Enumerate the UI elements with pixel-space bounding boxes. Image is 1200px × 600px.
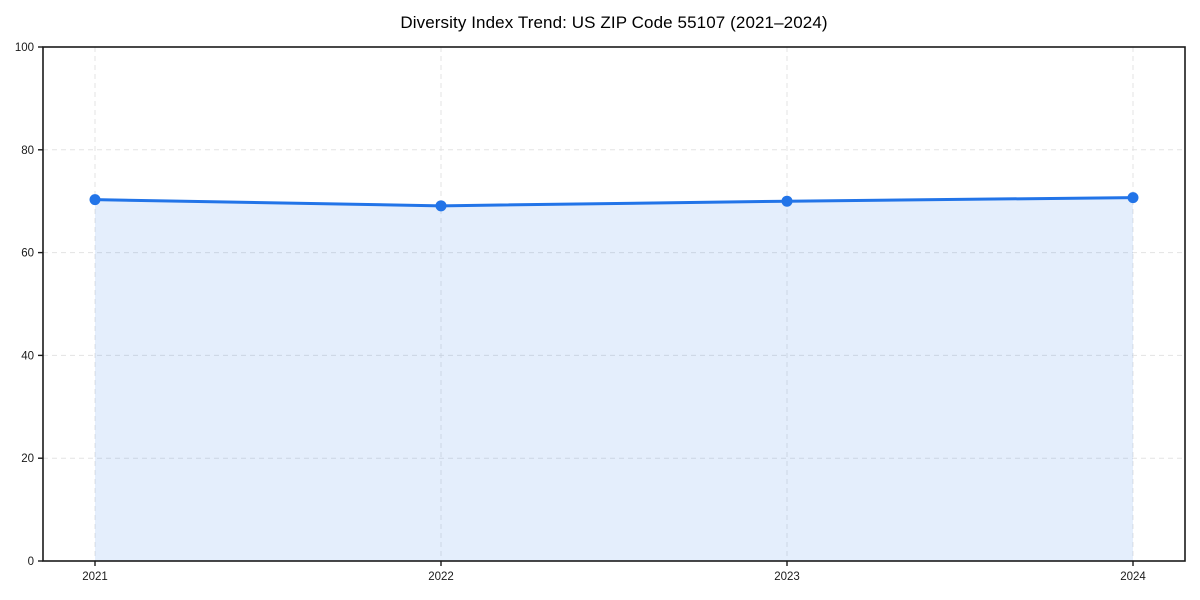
- x-tick-label-2023: 2023: [774, 571, 800, 583]
- data-point-2022: [435, 200, 447, 212]
- x-tick-label-2021: 2021: [82, 571, 108, 583]
- x-tick-label-2022: 2022: [428, 571, 454, 583]
- area-fill: [95, 197, 1133, 562]
- y-tick-label-40: 40: [21, 350, 34, 362]
- y-tick-label-20: 20: [21, 453, 34, 465]
- chart-title: Diversity Index Trend: US ZIP Code 55107…: [400, 13, 828, 32]
- y-tick-label-100: 100: [15, 42, 34, 54]
- x-tick-label-2024: 2024: [1120, 571, 1146, 583]
- y-tick-label-80: 80: [21, 145, 34, 157]
- trend-line: [93, 196, 1135, 208]
- data-point-2024: [1127, 192, 1139, 204]
- data-point-2021: [89, 194, 101, 206]
- plot-border: [42, 46, 1186, 562]
- y-tick-label-60: 60: [21, 248, 34, 260]
- y-tick-label-0: 0: [28, 556, 34, 568]
- data-point-2023: [781, 195, 793, 207]
